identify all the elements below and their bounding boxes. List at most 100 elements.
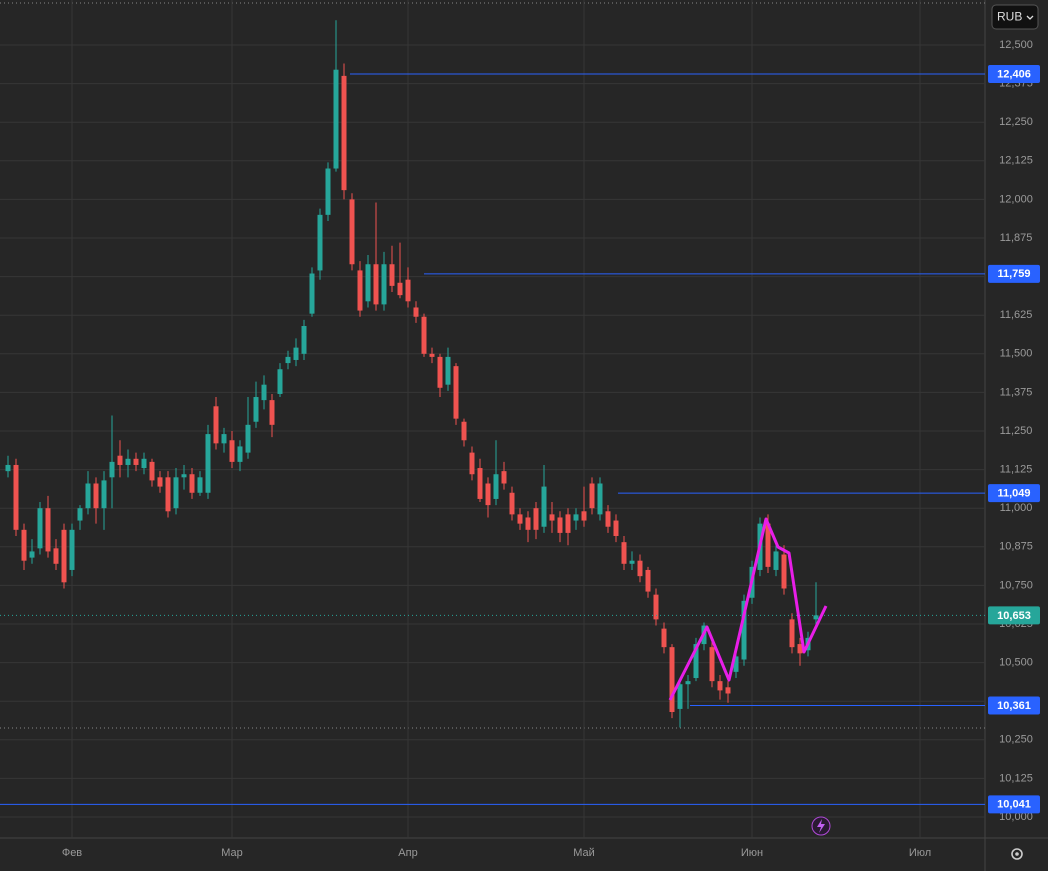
candle-body — [5, 464, 11, 472]
candle-body — [653, 594, 659, 620]
x-tick-label: Май — [573, 847, 595, 859]
candle-body — [53, 548, 59, 564]
candle-body — [165, 477, 171, 512]
candle-body — [349, 199, 355, 265]
candle-body — [197, 477, 203, 493]
candle-body — [269, 400, 275, 425]
candle-body — [517, 514, 523, 524]
candle-body — [469, 452, 475, 475]
candle-body — [325, 168, 331, 215]
y-tick-label: 10,750 — [999, 579, 1033, 591]
candle-body — [509, 492, 515, 515]
x-tick-label: Июн — [741, 847, 763, 859]
candle-body — [765, 523, 771, 567]
candle-body — [613, 520, 619, 536]
candle-body — [773, 551, 779, 570]
price-tag-label: 11,049 — [997, 487, 1030, 499]
candle-body — [637, 560, 643, 577]
candle-body — [357, 270, 363, 311]
y-tick-label: 11,250 — [1000, 425, 1033, 437]
candle-body — [253, 397, 259, 422]
candle-body — [389, 264, 395, 286]
candle-body — [709, 647, 715, 682]
y-tick-label: 10,125 — [999, 772, 1033, 784]
candle-body — [677, 684, 683, 709]
candle-body — [405, 279, 411, 302]
currency-label: RUB — [997, 10, 1022, 24]
candle-body — [725, 687, 731, 694]
candle-body — [373, 264, 379, 305]
y-tick-label: 11,875 — [1000, 232, 1033, 244]
candle-body — [693, 644, 699, 679]
candle-body — [261, 384, 267, 401]
candle-body — [565, 514, 571, 533]
currency-button[interactable] — [991, 4, 1039, 30]
candle-body — [597, 483, 603, 515]
zigzag-drawing — [668, 517, 828, 701]
y-tick-label: 12,500 — [999, 39, 1033, 51]
y-tick-label: 12,125 — [999, 155, 1033, 167]
candle-body — [365, 264, 371, 302]
candle-body — [781, 554, 787, 589]
candle-body — [101, 480, 107, 509]
candle-body — [629, 560, 635, 564]
candle-body — [429, 353, 435, 357]
candle-body — [189, 474, 195, 493]
candle-body — [245, 424, 251, 453]
candle-body — [453, 366, 459, 419]
candle-body — [541, 486, 547, 527]
price-tag-label: 11,759 — [997, 268, 1030, 280]
y-tick-label: 11,500 — [1000, 348, 1033, 360]
x-tick-label: Апр — [398, 847, 417, 859]
candle-body — [221, 434, 227, 444]
candle-body — [333, 69, 339, 169]
candle-body — [589, 483, 595, 509]
candle-body — [477, 468, 483, 499]
candle-body — [445, 356, 451, 385]
candle-body — [301, 326, 307, 354]
candle-body — [341, 75, 347, 191]
candle-body — [133, 458, 139, 465]
candle-body — [181, 474, 187, 478]
candle-body — [557, 517, 563, 533]
y-tick-label: 12,000 — [999, 193, 1033, 205]
lightning — [817, 819, 825, 833]
candle-body — [741, 600, 747, 660]
candle-body — [317, 214, 323, 271]
candle-body — [293, 347, 299, 360]
candle-body — [461, 421, 467, 441]
candle-body — [61, 529, 67, 583]
candle-body — [493, 474, 499, 499]
candle-body — [437, 356, 443, 388]
price-tag — [988, 264, 1040, 283]
price-tag-label: 10,361 — [997, 700, 1031, 712]
candle-body — [157, 477, 163, 487]
y-tick-label: 10,250 — [999, 734, 1033, 746]
candle-body — [789, 619, 795, 648]
candle-body — [117, 455, 123, 465]
candle-body — [125, 458, 131, 465]
candle-body — [213, 406, 219, 444]
y-tick-label: 11,375 — [1000, 386, 1033, 398]
price-tag — [988, 484, 1040, 503]
y-tick-label: 10,875 — [999, 541, 1033, 553]
y-tick-label: 11,625 — [1000, 309, 1033, 321]
y-tick-label: 12,250 — [999, 116, 1033, 128]
candle-body — [813, 615, 819, 620]
grid — [0, 0, 985, 838]
price-tag-label: 10,041 — [997, 799, 1031, 811]
candle-body — [421, 316, 427, 354]
candle-body — [413, 307, 419, 317]
candle-body — [661, 628, 667, 648]
candle-body — [533, 508, 539, 530]
candle-body — [549, 514, 555, 521]
candle-body — [205, 434, 211, 493]
candle-body — [381, 264, 387, 305]
candle-body — [485, 483, 491, 506]
x-tick-label: Фев — [62, 847, 82, 859]
settings-icon[interactable] — [1011, 848, 1023, 860]
price-tag-label: 12,406 — [997, 68, 1031, 80]
candle-body — [45, 508, 51, 552]
x-tick-label: Июл — [909, 847, 931, 859]
